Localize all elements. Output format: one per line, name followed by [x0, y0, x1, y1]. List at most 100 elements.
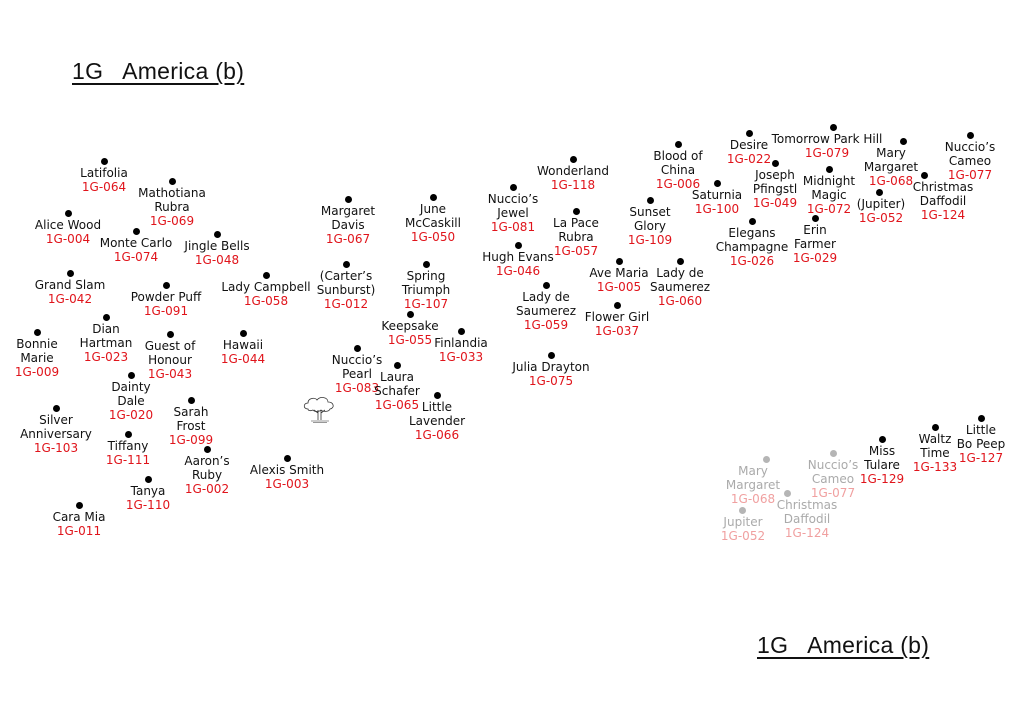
plant-name: Davis — [331, 218, 365, 232]
plant-marker-dot — [748, 217, 756, 225]
plant-name: McCaskill — [405, 216, 461, 230]
plant-name: Flower Girl — [584, 310, 650, 324]
plant-code: 1G-068 — [868, 174, 914, 188]
plant-marker-dot — [262, 271, 270, 279]
plant-name: Dian — [92, 322, 120, 336]
plant-code: 1G-059 — [523, 318, 569, 332]
plant-name: Sunburst) — [316, 283, 376, 297]
plant-name: Powder Puff — [130, 290, 202, 304]
plant-marker-dot — [825, 165, 833, 173]
plant-label: Finlandia 1G-033 — [434, 336, 488, 364]
plant-marker-dot — [422, 260, 430, 268]
plant-marker-dot — [542, 281, 550, 289]
plant-marker-dot — [783, 489, 791, 497]
plant-name: Silver — [39, 413, 73, 427]
plant-name: Time — [920, 446, 950, 460]
plant-name: Mary — [876, 146, 906, 160]
plant-code: 1G-042 — [47, 292, 93, 306]
plant-marker-dot — [283, 454, 291, 462]
plant-code: 1G-012 — [323, 297, 369, 311]
plant-name: Tulare — [864, 458, 900, 472]
plant-marker-dot — [829, 449, 837, 457]
plant-label: Mary Margaret 1G-068 — [864, 146, 918, 188]
plant-label: Blood of China 1G-006 — [653, 149, 702, 191]
plant-marker-dot — [457, 327, 465, 335]
plant-name: Daffodil — [783, 512, 831, 526]
plant-code: 1G-052 — [720, 529, 766, 543]
plant-label: Hugh Evans 1G-046 — [482, 250, 554, 278]
plant-name: Ave Maria — [589, 266, 649, 280]
plant-code: 1G-052 — [858, 211, 904, 225]
plant-name: Pearl — [342, 367, 372, 381]
plant-code: 1G-074 — [113, 250, 159, 264]
plant-marker-dot — [124, 430, 132, 438]
plant-name: Tiffany — [107, 439, 149, 453]
plant-name: Hugh Evans — [482, 250, 554, 264]
plant-label: Latifolia 1G-064 — [80, 166, 128, 194]
plant-name: Cameo — [811, 472, 855, 486]
plant-code: 1G-049 — [752, 196, 798, 210]
plant-label: June McCaskill 1G-050 — [405, 202, 461, 244]
plant-marker-dot — [433, 391, 441, 399]
plant-marker-dot — [162, 281, 170, 289]
plant-label: Tanya 1G-110 — [126, 484, 170, 512]
plant-label: Dainty Dale 1G-020 — [109, 380, 153, 422]
plant-name: Midnight — [802, 174, 856, 188]
plant-name: Nuccio’s — [944, 140, 996, 154]
plant-marker-dot — [931, 423, 939, 431]
plant-name: Saumerez — [650, 280, 710, 294]
plant-label: (Carter’s Sunburst) 1G-012 — [317, 269, 376, 311]
plant-name: Finlandia — [434, 336, 488, 350]
plant-marker-dot — [674, 140, 682, 148]
plant-code: 1G-009 — [14, 365, 60, 379]
plant-label: Elegans Champagne 1G-026 — [716, 226, 789, 268]
plant-label: Margaret Davis 1G-067 — [321, 204, 375, 246]
plant-label: Flower Girl 1G-037 — [585, 310, 649, 338]
plant-code: 1G-109 — [627, 233, 673, 247]
plant-marker-dot — [878, 435, 886, 443]
plant-marker-dot — [966, 131, 974, 139]
plant-marker-dot — [102, 313, 110, 321]
plant-name: Spring — [406, 269, 446, 283]
plant-code: 1G-026 — [729, 254, 775, 268]
plant-label: Powder Puff 1G-091 — [131, 290, 202, 318]
plant-marker-dot — [213, 230, 221, 238]
plant-name: (Carter’s — [319, 269, 373, 283]
plant-label: Keepsake 1G-055 — [381, 319, 438, 347]
plant-name: Hawaii — [222, 338, 264, 352]
plant-code: 1G-033 — [438, 350, 484, 364]
plant-code: 1G-110 — [125, 498, 171, 512]
plant-name: Mary — [738, 464, 768, 478]
plant-code: 1G-079 — [804, 146, 850, 160]
plant-code: 1G-118 — [550, 178, 596, 192]
plant-label: Mathotiana Rubra 1G-069 — [138, 186, 206, 228]
plant-label: Nuccio’s Pearl 1G-083 — [332, 353, 383, 395]
plant-label: Laura Schafer 1G-065 — [374, 370, 420, 412]
plant-name: Latifolia — [80, 166, 128, 180]
plant-code: 1G-124 — [784, 526, 830, 540]
plant-label: Alexis Smith 1G-003 — [250, 463, 324, 491]
plant-name: Lady de — [656, 266, 704, 280]
plant-name: Rubra — [558, 230, 594, 244]
plant-name: Waltz — [918, 432, 952, 446]
plant-name: Blood of — [653, 149, 703, 163]
plant-label: Guest of Honour 1G-043 — [145, 339, 196, 381]
plant-name: Nuccio’s — [331, 353, 383, 367]
plant-label: Dian Hartman 1G-023 — [80, 322, 133, 364]
plant-code: 1G-004 — [45, 232, 91, 246]
plant-name: Hartman — [79, 336, 133, 350]
plant-label: Alice Wood 1G-004 — [35, 218, 101, 246]
plant-name: Triumph — [401, 283, 451, 297]
plant-label: Erin Farmer 1G-029 — [793, 223, 837, 265]
plant-code: 1G-003 — [264, 477, 310, 491]
plant-name: Christmas — [776, 498, 838, 512]
plant-code: 1G-111 — [105, 453, 151, 467]
plant-label: Silver Anniversary 1G-103 — [20, 413, 92, 455]
plant-marker-dot — [977, 414, 985, 422]
plant-name: Sunset — [629, 205, 671, 219]
plant-marker-dot — [920, 171, 928, 179]
plant-label: Tiffany 1G-111 — [106, 439, 150, 467]
plant-code: 1G-022 — [726, 152, 772, 166]
plant-marker-dot — [168, 177, 176, 185]
plant-marker-dot — [66, 269, 74, 277]
